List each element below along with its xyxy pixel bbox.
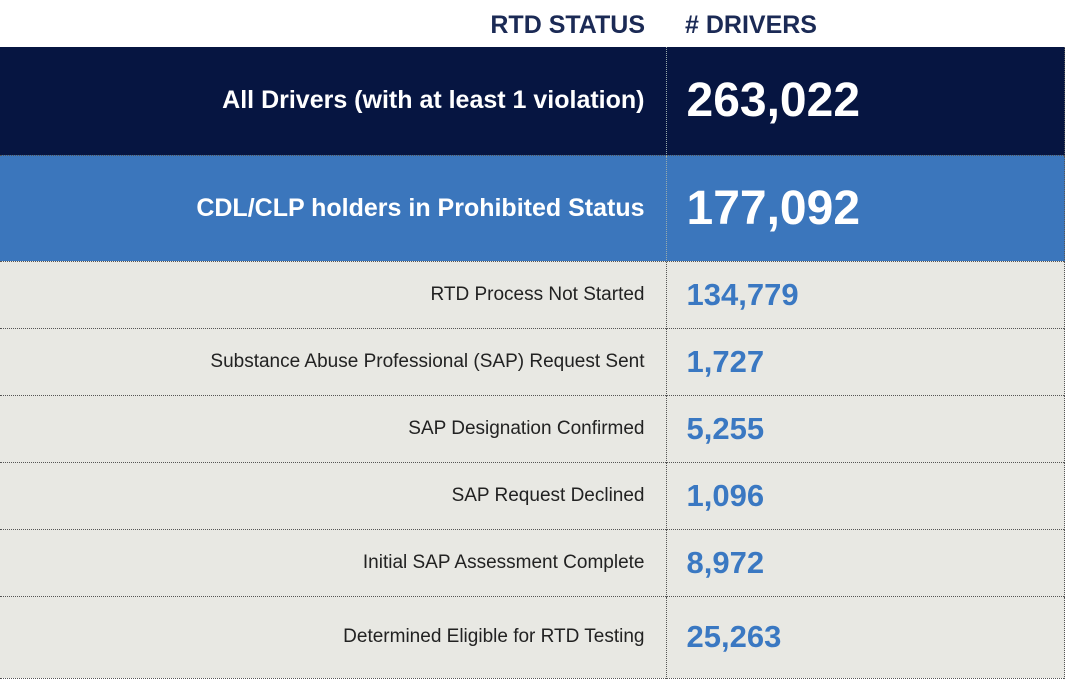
- table-row: Determined Eligible for RTD Testing 25,2…: [0, 596, 1065, 678]
- header-drivers: # DRIVERS: [685, 11, 817, 39]
- table-row: Substance Abuse Professional (SAP) Reque…: [0, 328, 1065, 395]
- table-row: Initial SAP Assessment Complete 8,972: [0, 529, 1065, 596]
- table-row: SAP Designation Confirmed 5,255: [0, 395, 1065, 462]
- row-status: All Drivers (with at least 1 violation): [0, 47, 667, 155]
- table-row-all-drivers: All Drivers (with at least 1 violation) …: [0, 47, 1065, 155]
- header-rtd-status: RTD STATUS: [490, 11, 645, 39]
- row-status: RTD Process Not Started: [0, 261, 667, 328]
- row-status: Substance Abuse Professional (SAP) Reque…: [0, 328, 667, 395]
- row-drivers: 263,022: [666, 47, 1065, 155]
- table-row: RTD Process Not Started 134,779: [0, 261, 1065, 328]
- row-drivers: 25,263: [666, 596, 1065, 678]
- table-row: SAP Request Declined 1,096: [0, 462, 1065, 529]
- row-drivers: 1,727: [666, 328, 1065, 395]
- row-drivers: 1,096: [666, 462, 1065, 529]
- row-status: Determined Eligible for RTD Testing: [0, 596, 667, 678]
- row-drivers: 134,779: [666, 261, 1065, 328]
- row-drivers: 5,255: [666, 395, 1065, 462]
- rtd-status-table: All Drivers (with at least 1 violation) …: [0, 47, 1065, 679]
- row-status: Initial SAP Assessment Complete: [0, 529, 667, 596]
- row-status: SAP Request Declined: [0, 462, 667, 529]
- row-drivers: 8,972: [666, 529, 1065, 596]
- table-row-prohibited: CDL/CLP holders in Prohibited Status 177…: [0, 155, 1065, 261]
- row-drivers: 177,092: [666, 155, 1065, 261]
- row-status: SAP Designation Confirmed: [0, 395, 667, 462]
- row-status: CDL/CLP holders in Prohibited Status: [0, 155, 667, 261]
